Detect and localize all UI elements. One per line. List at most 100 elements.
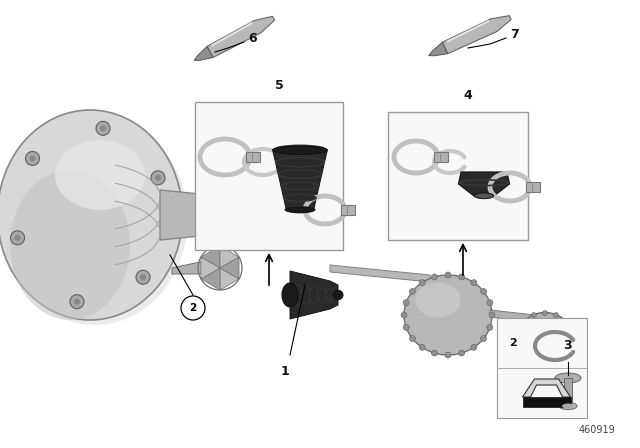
Circle shape — [136, 270, 150, 284]
Circle shape — [70, 295, 84, 309]
Circle shape — [487, 324, 493, 330]
Circle shape — [419, 280, 425, 286]
Polygon shape — [201, 257, 220, 279]
Ellipse shape — [10, 170, 130, 320]
Circle shape — [554, 313, 559, 318]
Ellipse shape — [326, 289, 335, 302]
Ellipse shape — [294, 285, 303, 305]
Ellipse shape — [526, 322, 564, 358]
Ellipse shape — [282, 283, 298, 307]
Ellipse shape — [275, 157, 324, 167]
Text: 4: 4 — [463, 89, 472, 102]
Circle shape — [481, 289, 486, 294]
Circle shape — [531, 362, 536, 367]
Text: 7: 7 — [510, 27, 519, 40]
Polygon shape — [429, 42, 447, 56]
Circle shape — [100, 125, 106, 131]
Circle shape — [459, 274, 465, 280]
Ellipse shape — [287, 207, 314, 213]
Circle shape — [516, 348, 521, 353]
Polygon shape — [194, 47, 213, 60]
Ellipse shape — [474, 193, 493, 198]
Ellipse shape — [285, 207, 315, 212]
Polygon shape — [442, 16, 511, 54]
Ellipse shape — [333, 290, 343, 300]
Ellipse shape — [415, 283, 461, 318]
Ellipse shape — [55, 140, 145, 210]
Circle shape — [431, 274, 437, 280]
Circle shape — [563, 319, 568, 323]
Polygon shape — [160, 190, 258, 240]
Ellipse shape — [562, 404, 574, 409]
Bar — [522, 397, 570, 407]
Circle shape — [181, 296, 205, 320]
Polygon shape — [220, 246, 239, 268]
Polygon shape — [220, 268, 239, 290]
Circle shape — [522, 357, 527, 362]
Ellipse shape — [285, 284, 294, 306]
Circle shape — [29, 155, 36, 161]
Polygon shape — [201, 268, 220, 290]
Bar — [195, 102, 343, 250]
Circle shape — [459, 350, 465, 356]
Polygon shape — [490, 310, 535, 322]
Circle shape — [487, 300, 493, 306]
Ellipse shape — [273, 145, 327, 155]
Text: 5: 5 — [275, 79, 284, 92]
Polygon shape — [522, 379, 570, 397]
Polygon shape — [273, 150, 327, 210]
Ellipse shape — [529, 325, 551, 345]
Circle shape — [403, 300, 409, 306]
Ellipse shape — [301, 286, 310, 304]
Circle shape — [570, 327, 574, 332]
Circle shape — [151, 171, 165, 185]
Circle shape — [155, 175, 161, 181]
Ellipse shape — [317, 288, 326, 302]
Polygon shape — [207, 16, 275, 57]
Circle shape — [572, 337, 577, 343]
Text: 2: 2 — [189, 303, 196, 313]
Bar — [388, 112, 528, 240]
Circle shape — [563, 357, 568, 362]
Ellipse shape — [559, 402, 577, 409]
Circle shape — [96, 121, 110, 135]
Bar — [497, 318, 587, 418]
Ellipse shape — [555, 373, 581, 383]
Circle shape — [410, 336, 415, 341]
Circle shape — [410, 289, 415, 294]
Circle shape — [522, 319, 527, 323]
Text: 1: 1 — [280, 365, 289, 378]
Polygon shape — [172, 262, 210, 274]
Text: 6: 6 — [248, 31, 257, 44]
Ellipse shape — [516, 313, 574, 367]
Circle shape — [513, 337, 518, 343]
Ellipse shape — [278, 170, 322, 178]
Circle shape — [74, 299, 80, 305]
Polygon shape — [201, 246, 220, 268]
Polygon shape — [458, 172, 509, 196]
Ellipse shape — [404, 275, 492, 355]
Circle shape — [570, 348, 574, 353]
Circle shape — [543, 365, 547, 370]
Ellipse shape — [3, 115, 188, 325]
Circle shape — [531, 313, 536, 318]
Circle shape — [471, 345, 477, 350]
Circle shape — [419, 345, 425, 350]
Circle shape — [489, 312, 495, 318]
Bar — [526, 182, 540, 192]
Circle shape — [10, 231, 24, 245]
Circle shape — [481, 336, 486, 341]
Circle shape — [445, 352, 451, 358]
Text: 2: 2 — [509, 338, 516, 348]
Circle shape — [471, 280, 477, 286]
Circle shape — [15, 235, 20, 241]
Ellipse shape — [273, 146, 327, 155]
Circle shape — [431, 350, 437, 356]
Circle shape — [543, 310, 547, 315]
Ellipse shape — [0, 110, 182, 320]
Circle shape — [554, 362, 559, 367]
Ellipse shape — [284, 194, 316, 201]
Circle shape — [403, 324, 409, 330]
Circle shape — [516, 327, 521, 332]
Ellipse shape — [333, 290, 342, 300]
